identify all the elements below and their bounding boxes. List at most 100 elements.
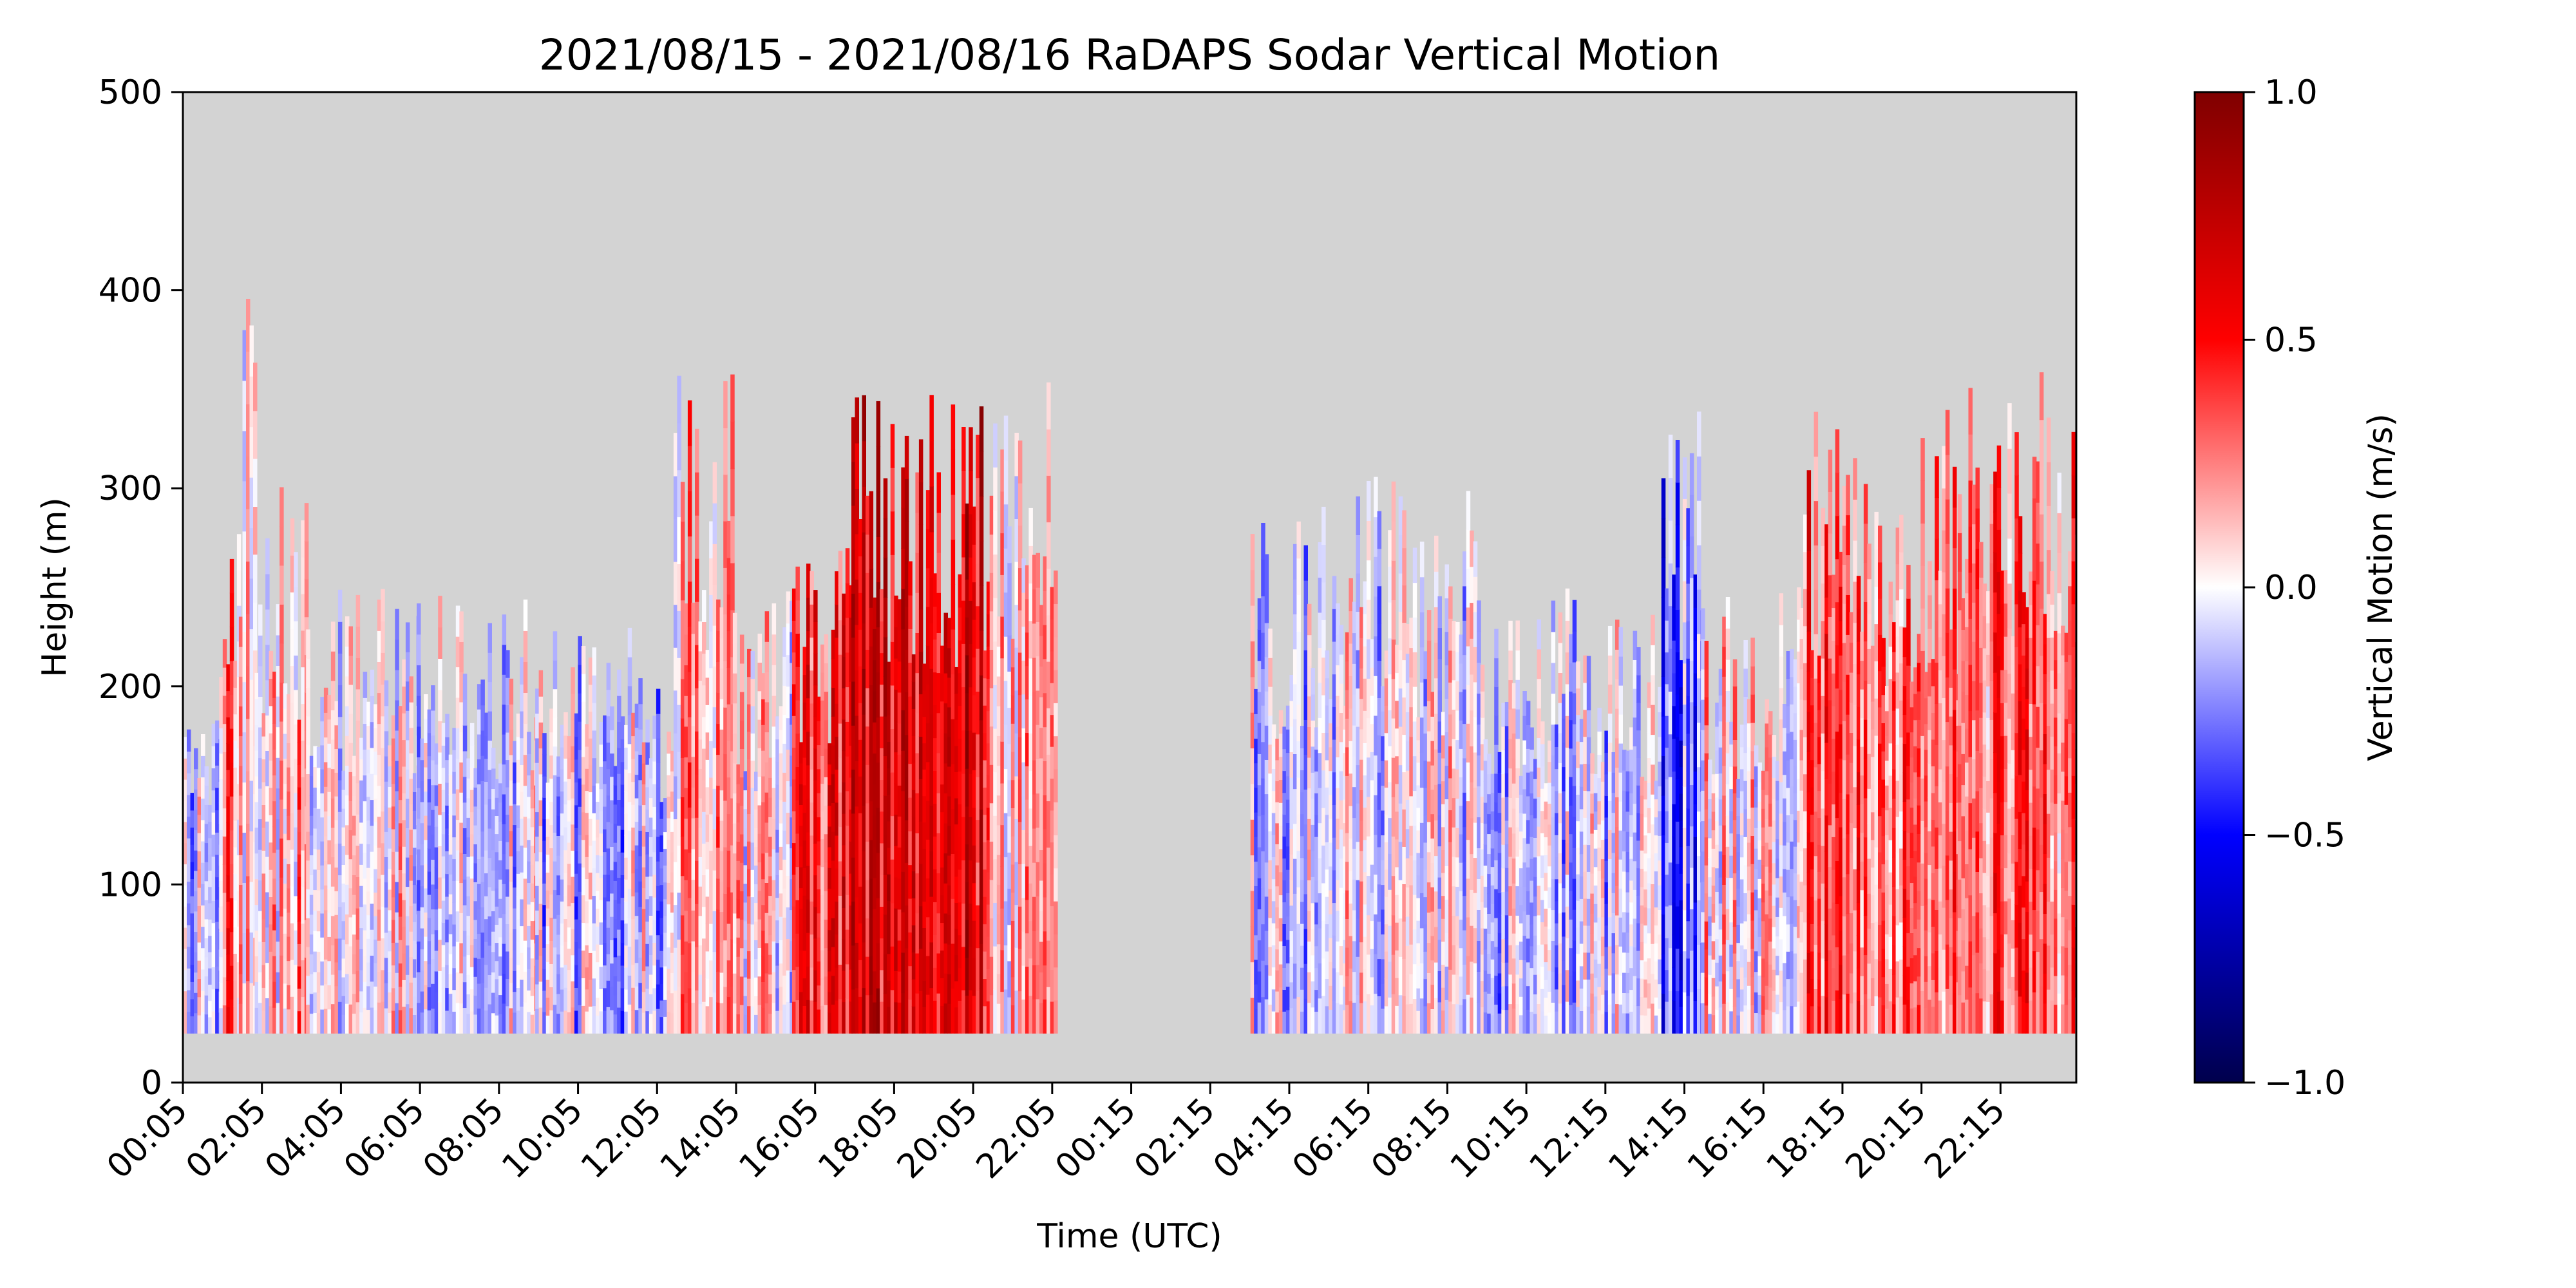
heatmap-cell (606, 821, 611, 849)
heatmap-cell (1046, 522, 1051, 569)
heatmap-cell (698, 886, 703, 916)
heatmap-cell (466, 974, 471, 994)
heatmap-cell (473, 844, 478, 864)
heatmap-cell (1377, 958, 1382, 996)
heatmap-cell (431, 884, 435, 910)
heatmap-cell (265, 786, 270, 822)
heatmap-cell (1501, 1009, 1506, 1034)
heatmap-cell (1430, 764, 1435, 790)
heatmap-cell (1409, 855, 1414, 886)
heatmap-cell (1250, 997, 1255, 1034)
heatmap-cell (961, 556, 966, 601)
heatmap-cell (761, 750, 766, 777)
heatmap-cell (215, 854, 220, 878)
heatmap-cell (641, 887, 647, 909)
heatmap-cell (427, 755, 432, 780)
heatmap-cell (1551, 909, 1556, 941)
heatmap-cell (1511, 1008, 1517, 1034)
heatmap-cell (334, 1009, 339, 1034)
heatmap-cell (828, 764, 832, 786)
heatmap-cell (229, 999, 234, 1034)
heatmap-cell (459, 611, 464, 642)
heatmap-cell (641, 825, 647, 847)
heatmap-cell (441, 856, 446, 879)
heatmap-cell (723, 567, 728, 615)
heatmap-cell (817, 1009, 822, 1034)
heatmap-cell (1455, 739, 1460, 770)
heatmap-cell (287, 864, 291, 889)
heatmap-cell (226, 690, 231, 717)
heatmap-cell (810, 703, 814, 737)
heatmap-cell (412, 884, 417, 904)
heatmap-cell (659, 1016, 664, 1034)
heatmap-cell (1565, 588, 1570, 621)
heatmap-cell (316, 992, 321, 1014)
heatmap-cell (883, 875, 888, 915)
heatmap-cell (287, 791, 291, 816)
heatmap-cell (1511, 708, 1517, 734)
heatmap-cell (1321, 995, 1326, 1034)
heatmap-cell (739, 663, 744, 692)
heatmap-cell (747, 923, 752, 952)
heatmap-cell (901, 629, 905, 670)
heatmap-cell (795, 733, 800, 767)
heatmap-cell (1275, 927, 1280, 950)
heatmap-cell (215, 899, 220, 922)
heatmap-cell (249, 881, 254, 933)
heatmap-cell (249, 578, 254, 630)
heatmap-cell (911, 654, 916, 682)
heatmap-cell (613, 804, 618, 824)
heatmap-cell (1271, 790, 1276, 813)
heatmap-cell (680, 954, 685, 994)
heatmap-cell (824, 634, 829, 663)
heatmap-cell (1402, 958, 1406, 996)
heatmap-cell (810, 637, 814, 671)
heatmap-cell (1321, 882, 1326, 921)
heatmap-cell (617, 929, 621, 956)
heatmap-cell (631, 964, 636, 988)
heatmap-cell (337, 589, 343, 622)
heatmap-cell (434, 743, 439, 765)
heatmap-cell (1343, 939, 1347, 963)
heatmap-cell (219, 956, 223, 983)
heatmap-cell (936, 913, 941, 954)
heatmap-cell (1551, 817, 1556, 849)
heatmap-cell (901, 548, 905, 589)
heatmap-cell (743, 864, 748, 884)
heatmap-cell (958, 672, 963, 706)
heatmap-cell (1043, 896, 1047, 932)
heatmap-cell (719, 607, 724, 639)
heatmap-cell (272, 723, 277, 750)
heatmap-cell (747, 840, 752, 869)
heatmap-cell (183, 842, 187, 865)
heatmap-cell (1405, 945, 1410, 976)
heatmap-cell (337, 906, 343, 939)
heatmap-cell (1497, 933, 1502, 954)
heatmap-cell (603, 783, 607, 807)
heatmap-cell (1405, 828, 1410, 858)
heatmap-cell (1271, 878, 1276, 902)
heatmap-cell (1497, 812, 1502, 833)
heatmap-cell (1010, 667, 1016, 696)
heatmap-cell (581, 673, 586, 702)
heatmap-cell (1530, 945, 1534, 969)
heatmap-cell (556, 914, 561, 935)
heatmap-cell (1515, 1003, 1520, 1034)
heatmap-cell (709, 704, 714, 741)
heatmap-cell (940, 756, 945, 785)
heatmap-cell (947, 884, 952, 915)
heatmap-cell (1583, 709, 1587, 737)
heatmap-cell (908, 999, 913, 1034)
heatmap-cell (395, 699, 399, 731)
heatmap-cell (556, 756, 561, 777)
heatmap-cell (1441, 941, 1446, 965)
heatmap-cell (972, 995, 977, 1034)
heatmap-cell (201, 990, 205, 1012)
heatmap-cell (377, 971, 382, 1003)
heatmap-cell (455, 849, 460, 881)
heatmap-cell (1544, 943, 1548, 963)
heatmap-cell (723, 800, 728, 848)
heatmap-cell (1388, 889, 1392, 926)
heatmap-cell (883, 755, 888, 796)
heatmap-cell (1590, 993, 1595, 1014)
